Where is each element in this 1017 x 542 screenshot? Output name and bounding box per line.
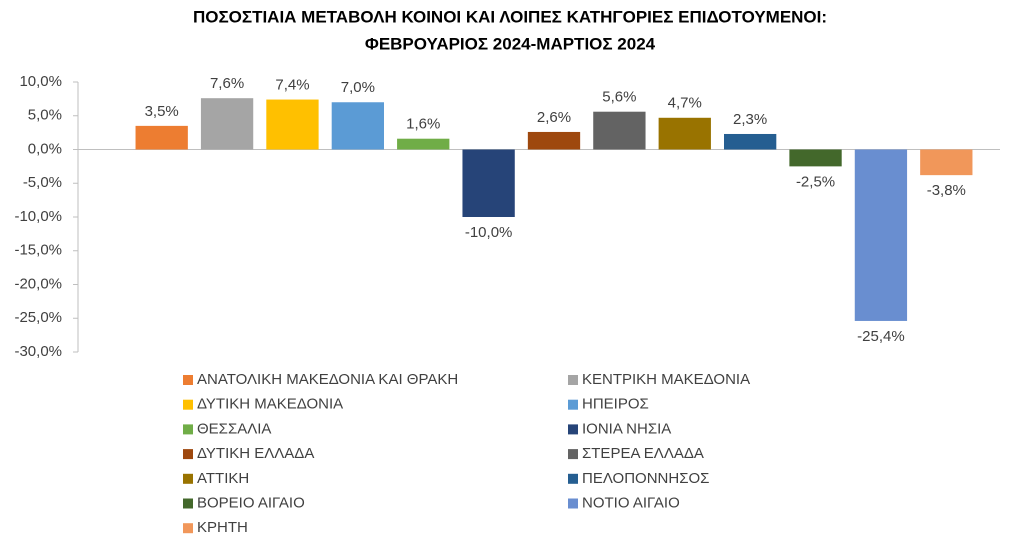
y-tick-label: 5,0% xyxy=(28,107,62,124)
data-label: 3,5% xyxy=(145,103,179,120)
y-tick-label: -30,0% xyxy=(14,343,62,360)
legend-label: ΚΡΗΤΗ xyxy=(197,519,248,536)
bar xyxy=(658,117,711,150)
data-label: 2,6% xyxy=(537,109,571,126)
bar xyxy=(789,149,842,167)
y-tick-label: 10,0% xyxy=(19,73,62,90)
data-label: 7,4% xyxy=(275,77,309,94)
bar xyxy=(854,149,908,321)
data-label: -25,4% xyxy=(857,328,905,345)
legend-label: ΚΕΝΤΡΙΚΗ ΜΑΚΕΔΟΝΙΑ xyxy=(582,371,750,388)
legend-swatch xyxy=(183,498,193,509)
legend-swatch xyxy=(183,449,193,460)
bar xyxy=(724,133,777,150)
data-label: -3,8% xyxy=(927,182,966,199)
y-tick-label: -10,0% xyxy=(14,208,62,225)
chart-title: ΦΕΒΡΟΥΑΡΙΟΣ 2024-ΜΑΡΤΙΟΣ 2024 xyxy=(365,34,656,53)
y-tick-label: 0,0% xyxy=(28,140,62,157)
chart-title: ΠΟΣΟΣΤΙΑΙΑ ΜΕΤΑΒΟΛΗ ΚΟΙΝΟΙ ΚΑΙ ΛΟΙΠΕΣ ΚΑ… xyxy=(193,7,827,26)
legend-label: ΒΟΡΕΙΟ ΑΙΓΑΙΟ xyxy=(197,494,305,511)
y-tick-label: -5,0% xyxy=(23,174,62,191)
data-label: 4,7% xyxy=(668,95,702,112)
legend-swatch xyxy=(183,473,193,484)
legend-label: ΝΟΤΙΟ ΑΙΓΑΙΟ xyxy=(582,494,680,511)
legend-swatch xyxy=(568,424,578,435)
y-tick-label: -20,0% xyxy=(14,275,62,292)
legend-label: ΣΤΕΡΕΑ ΕΛΛΑΔΑ xyxy=(582,445,704,462)
legend-label: ΘΕΣΣΑΛΙΑ xyxy=(197,420,271,437)
legend-label: ΔΥΤΙΚΗ ΜΑΚΕΔΟΝΙΑ xyxy=(197,396,343,413)
legend-label: ΙΟΝΙΑ ΝΗΣΙΑ xyxy=(582,420,671,437)
legend-label: ΑΤΤΙΚΗ xyxy=(197,470,249,487)
legend-label: ΑΝΑΤΟΛΙΚΗ ΜΑΚΕΔΟΝΙΑ ΚΑΙ ΘΡΑΚΗ xyxy=(197,371,458,388)
data-label: -2,5% xyxy=(796,173,835,190)
legend-swatch xyxy=(568,375,578,385)
legend-swatch xyxy=(183,399,193,410)
legend-swatch xyxy=(183,424,193,435)
legend-swatch xyxy=(183,523,193,534)
legend-swatch xyxy=(568,399,578,410)
data-label: 7,6% xyxy=(210,75,244,92)
legend-swatch xyxy=(568,449,578,460)
legend-swatch xyxy=(568,473,578,484)
data-label: 7,0% xyxy=(341,79,375,96)
data-label: 2,3% xyxy=(733,111,767,128)
bar xyxy=(266,99,319,150)
bar xyxy=(135,125,188,150)
data-label: 5,6% xyxy=(602,89,636,106)
y-tick-label: -25,0% xyxy=(14,309,62,326)
bar xyxy=(397,138,450,150)
legend-swatch xyxy=(183,375,193,385)
legend-label: ΠΕΛΟΠΟΝΝΗΣΟΣ xyxy=(582,470,709,487)
bar xyxy=(331,102,384,150)
bar xyxy=(920,149,973,176)
bar xyxy=(527,131,581,150)
data-label: 1,6% xyxy=(406,116,440,133)
bar xyxy=(462,149,515,217)
y-tick-label: -15,0% xyxy=(14,242,62,259)
bar xyxy=(593,111,646,150)
legend-label: ΗΠΕΙΡΟΣ xyxy=(582,396,649,413)
legend-label: ΔΥΤΙΚΗ ΕΛΛΑΔΑ xyxy=(197,445,314,462)
bar xyxy=(200,98,254,150)
legend-swatch xyxy=(568,498,578,509)
data-label: -10,0% xyxy=(465,224,513,241)
